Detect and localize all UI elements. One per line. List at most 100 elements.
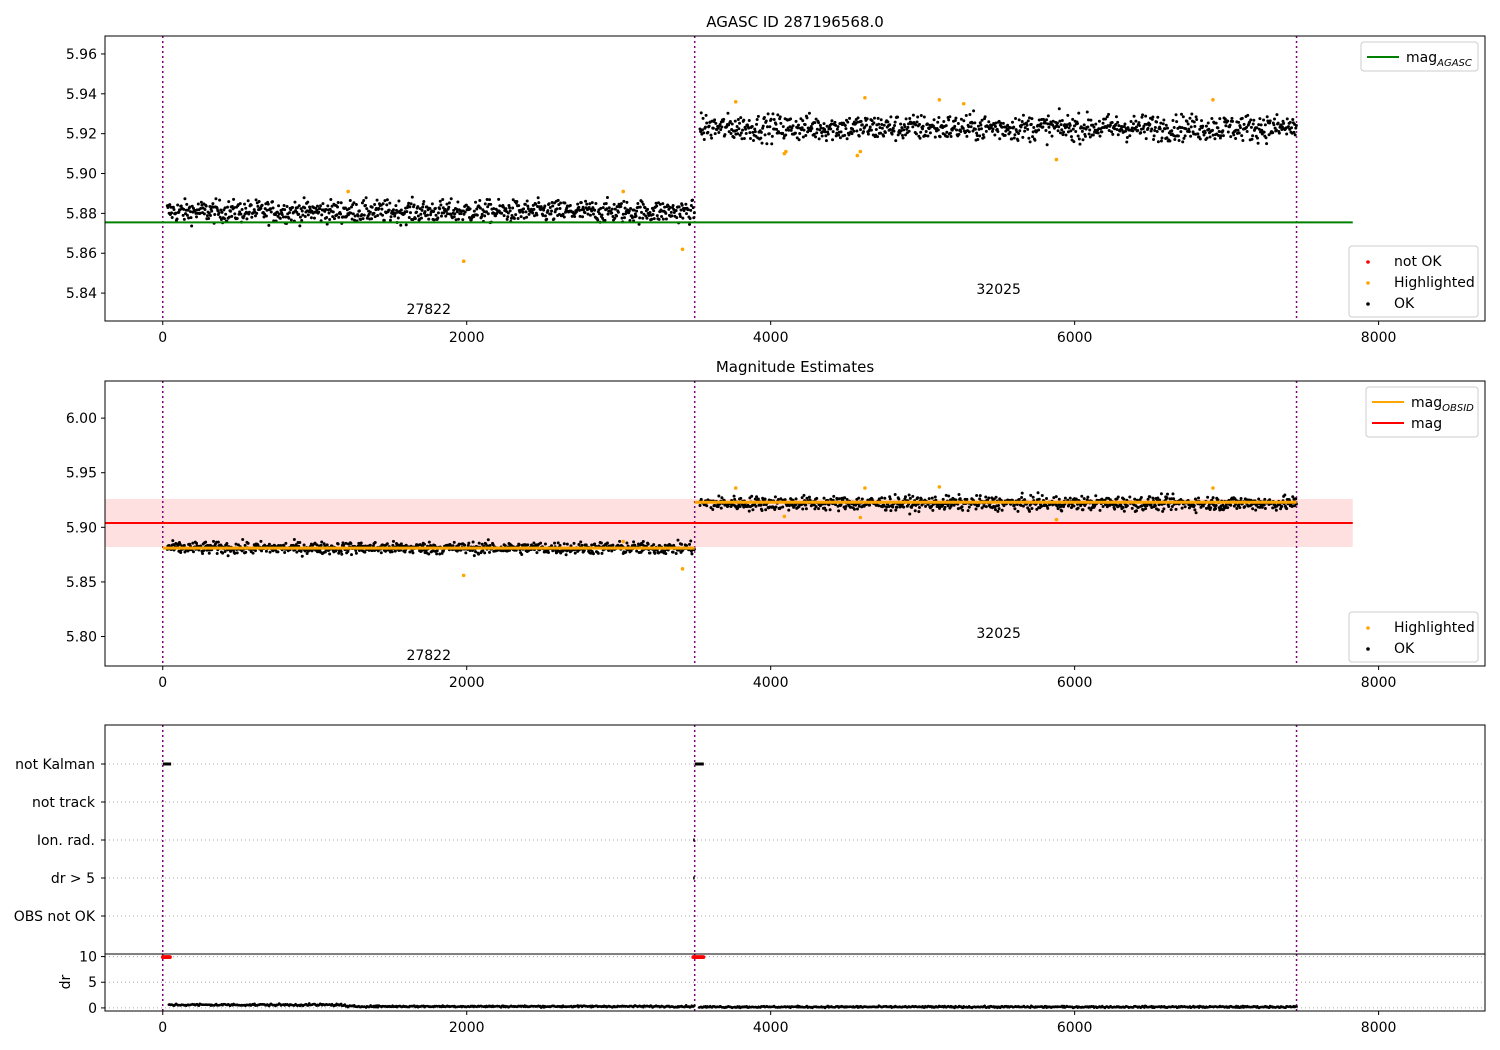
p1-ok-point — [866, 132, 870, 136]
p2-ok-point — [1052, 496, 1056, 500]
p1-ok-point — [199, 200, 203, 204]
p1-ok-point — [227, 200, 231, 204]
p1-ok-point — [488, 198, 492, 202]
p1-ok-point — [613, 216, 617, 220]
p1-ok-point — [677, 205, 681, 209]
p1-ok-point — [1206, 121, 1210, 125]
p2-ok-point — [1169, 508, 1173, 512]
p1-ok-point — [478, 198, 482, 202]
p1-ok-point — [1071, 117, 1075, 121]
p1-ytick-label: 5.86 — [66, 246, 97, 262]
p1-ok-point — [766, 112, 770, 116]
p2-ok-point — [1133, 497, 1137, 501]
p1-ok-point — [1166, 126, 1170, 130]
p2-ytick-label: 5.95 — [66, 466, 97, 482]
p1-ok-point — [246, 199, 250, 203]
p1-ok-point — [1290, 126, 1294, 130]
p1-ok-point — [1018, 129, 1022, 133]
p1-ok-point — [890, 132, 894, 136]
p1-ok-point — [1165, 136, 1169, 140]
p1-ok-point — [753, 127, 757, 131]
p2-ok-point — [357, 541, 361, 545]
p2-ok-point — [339, 550, 343, 554]
p1-ok-point — [256, 204, 260, 208]
p3-category-label: not track — [32, 795, 96, 811]
p2-ok-point — [1166, 492, 1170, 496]
p1-ok-point — [611, 214, 615, 218]
p1-ok-point — [179, 204, 183, 208]
p1-ok-point — [709, 133, 713, 137]
p1-ok-point — [738, 121, 742, 125]
p2-ok-point — [584, 543, 588, 547]
p2-ok-point — [1086, 495, 1090, 499]
p2-ok-point — [467, 541, 471, 545]
p1-ok-point — [365, 216, 369, 220]
p1-ok-point — [399, 208, 403, 212]
p1-ok-point — [351, 212, 355, 216]
p1-ok-point — [671, 204, 675, 208]
p1-ok-point — [1210, 116, 1214, 120]
p2-xtick-label: 0 — [158, 675, 167, 691]
p1-ok-point — [1217, 129, 1221, 133]
p1-ok-point — [979, 127, 983, 131]
p2-ok-point — [1020, 491, 1024, 495]
p1-ok-point — [593, 208, 597, 212]
p1-ok-point — [969, 125, 973, 129]
p1-ok-point — [295, 206, 299, 210]
p1-ok-point — [791, 124, 795, 128]
p1-ok-point — [588, 202, 592, 206]
p1-ok-point — [961, 126, 965, 130]
p2-ok-point — [359, 544, 363, 548]
p1-ok-point — [990, 129, 994, 133]
p1-ok-point — [936, 128, 940, 132]
p1-ok-point — [987, 120, 991, 124]
p1-ok-point — [598, 212, 602, 216]
p1-ok-point — [1280, 125, 1284, 129]
p1-ytick-label: 5.84 — [66, 286, 97, 302]
p1-ok-point — [982, 135, 986, 139]
p1-ok-point — [790, 126, 794, 130]
p1-ok-point — [1246, 113, 1250, 117]
p2-ok-point — [1020, 496, 1024, 500]
p1-ok-point — [377, 206, 381, 210]
p1-ok-point — [801, 135, 805, 139]
p1-ok-point — [765, 142, 769, 146]
p2-ok-point — [756, 497, 760, 501]
p1-ok-point — [762, 115, 766, 119]
p1-ok-point — [230, 214, 234, 218]
p2-ok-point — [605, 541, 609, 545]
p2-ok-point — [1012, 503, 1016, 507]
p2-ok-point — [1193, 508, 1197, 512]
p1-ok-point — [1187, 130, 1191, 134]
p1-ok-point — [824, 139, 828, 143]
p1-ok-point — [412, 203, 416, 207]
p2-ok-point — [913, 509, 917, 513]
p1-ok-point — [1294, 126, 1298, 130]
p2-ok-point — [1226, 506, 1230, 510]
p2-ok-point — [431, 549, 435, 553]
p2-ok-point — [271, 549, 275, 553]
p2-ok-point — [379, 551, 383, 555]
p1-ok-point — [624, 212, 628, 216]
p2-ok-point — [520, 552, 524, 556]
p1-ok-point — [464, 203, 468, 207]
p1-ok-point — [761, 124, 765, 128]
p1-ok-point — [172, 208, 176, 212]
p2-highlighted-point — [461, 573, 466, 578]
p2-ok-point — [481, 549, 485, 553]
p1-ok-point — [372, 211, 376, 215]
p1-ok-point — [204, 204, 208, 208]
p2-ok-point — [1000, 508, 1004, 512]
p2-ok-point — [216, 540, 220, 544]
p1-ok-point — [486, 212, 490, 216]
p1-ok-point — [874, 128, 878, 132]
p2-ok-point — [1268, 498, 1272, 502]
p2-ok-point — [234, 542, 238, 546]
p1-ok-point — [888, 127, 892, 131]
p2-ok-point — [885, 505, 889, 509]
p2-ok-point — [322, 542, 326, 546]
p1-ok-point — [903, 133, 907, 137]
p3-flag-mark — [162, 762, 172, 766]
p1-ok-point — [844, 127, 848, 131]
